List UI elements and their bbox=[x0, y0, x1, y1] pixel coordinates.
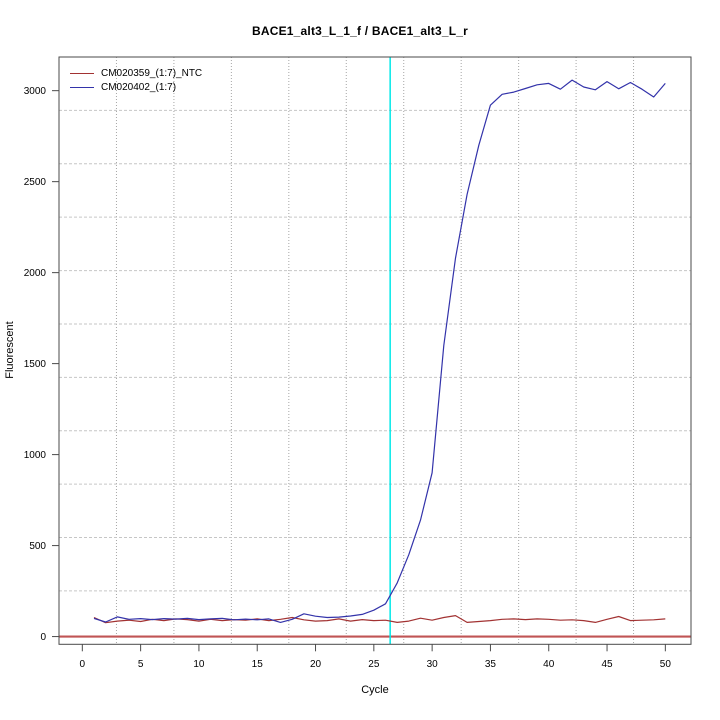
x-tick-label: 5 bbox=[138, 659, 144, 670]
legend-label-sample: CM020402_(1:7) bbox=[101, 81, 177, 93]
legend-item-sample: CM020402_(1:7) bbox=[70, 81, 202, 95]
x-tick-label: 35 bbox=[485, 659, 497, 670]
x-tick-label: 30 bbox=[427, 659, 439, 670]
series-line-CM020402_(1:7) bbox=[93, 79, 666, 624]
x-tick-label: 40 bbox=[543, 659, 555, 670]
y-tick-label: 0 bbox=[40, 632, 46, 643]
chart-title: BACE1_alt3_L_1_f / BACE1_alt3_L_r bbox=[251, 24, 469, 38]
x-axis-label: Cycle bbox=[361, 684, 389, 696]
series-line-CM020359_(1:7)_NTC bbox=[93, 614, 666, 624]
legend-item-ntc: CM020359_(1:7)_NTC bbox=[70, 67, 202, 81]
y-axis-label: Fluorescent bbox=[4, 321, 16, 379]
x-tick-label: 45 bbox=[601, 659, 613, 670]
x-tick-label: 0 bbox=[80, 659, 86, 670]
y-tick-label: 1500 bbox=[24, 359, 47, 370]
x-tick-label: 15 bbox=[252, 659, 264, 670]
plot-box bbox=[58, 56, 692, 645]
legend: CM020359_(1:7)_NTC CM020402_(1:7) bbox=[70, 67, 202, 94]
y-tick-label: 2000 bbox=[24, 268, 47, 279]
legend-line-swatch-sample bbox=[70, 86, 94, 88]
y-tick-label: 3000 bbox=[24, 86, 47, 97]
y-tick-label: 1000 bbox=[24, 450, 47, 461]
legend-label-ntc: CM020359_(1:7)_NTC bbox=[101, 68, 203, 79]
x-tick-label: 20 bbox=[310, 659, 322, 670]
x-tick-label: 50 bbox=[660, 659, 672, 670]
legend-line-swatch-ntc bbox=[70, 73, 94, 75]
y-tick-label: 500 bbox=[29, 541, 46, 552]
y-tick-label: 2500 bbox=[24, 177, 47, 188]
x-tick-label: 25 bbox=[368, 659, 380, 670]
x-tick-label: 10 bbox=[193, 659, 205, 670]
